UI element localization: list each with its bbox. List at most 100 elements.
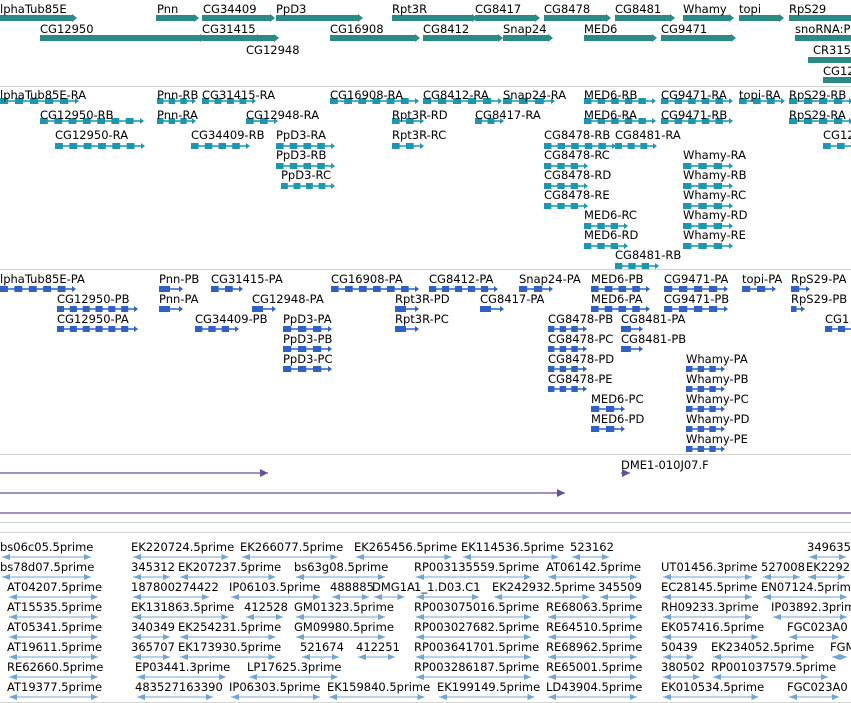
- est-label-at19377-5prime[interactable]: AT19377.5prime: [7, 680, 103, 694]
- gene-label-cg31415[interactable]: CG31415: [202, 22, 256, 36]
- cds-feature-cg8412-pa[interactable]: [429, 286, 498, 292]
- est-label-ek266077-5prime[interactable]: EK266077.5prime: [240, 540, 344, 554]
- est-feature-at19377-5prime[interactable]: [9, 694, 98, 700]
- est-feature-187800274422[interactable]: [133, 594, 209, 600]
- est-label-re65001-5prime[interactable]: RE65001.5prime: [546, 660, 643, 674]
- cds-feature-topi-pa[interactable]: [742, 286, 776, 292]
- est-label-523162[interactable]: 523162: [570, 540, 614, 554]
- cds-label-rpt3r-pc[interactable]: Rpt3R-PC: [395, 312, 449, 326]
- est-label-349635[interactable]: 349635: [807, 540, 851, 554]
- transcript-feature-rpt3r-rc[interactable]: [392, 143, 424, 149]
- est-label-at04207-5prime[interactable]: AT04207.5prime: [7, 580, 103, 594]
- est-feature-en07124-5prime[interactable]: [763, 594, 847, 600]
- transcript-label-lphatub85e-ra[interactable]: lphaTub85E-RA: [0, 88, 87, 102]
- transcript-label-cg8481-rb[interactable]: CG8481-RB: [615, 248, 682, 262]
- cds-feature-rps29-pb[interactable]: [791, 306, 805, 312]
- transcript-label-rps29-rb[interactable]: RpS29-RB: [789, 88, 847, 102]
- cds-label-cg12948-pa[interactable]: CG12948-PA: [252, 292, 324, 306]
- gene-feature-cg8478[interactable]: [544, 14, 611, 22]
- gene-label-topi[interactable]: topi: [739, 2, 762, 16]
- transcript-label-med6-rd[interactable]: MED6-RD: [584, 228, 639, 242]
- transcript-feature-topi-ra[interactable]: [739, 98, 785, 104]
- est-feature-ek266077-5prime[interactable]: [242, 554, 338, 560]
- gene-label-cg12[interactable]: CG12: [823, 64, 851, 78]
- cds-label-cg16908-pa[interactable]: CG16908-PA: [331, 272, 403, 286]
- transcript-feature-cg8478-rc[interactable]: [544, 163, 588, 169]
- gene-feature-lphatub85e[interactable]: [0, 14, 77, 22]
- gene-feature-snap24[interactable]: [503, 34, 553, 42]
- transcript-label-cg8478-rc[interactable]: CG8478-RC: [544, 148, 610, 162]
- est-feature-ek199149-5prime[interactable]: [439, 694, 535, 700]
- est-label-fgm[interactable]: FGM: [830, 640, 851, 654]
- cds-label-snap24-pa[interactable]: Snap24-PA: [519, 272, 581, 286]
- est-label-340349[interactable]: 340349: [131, 620, 175, 634]
- transcript-feature-pnn-ra[interactable]: [157, 118, 196, 124]
- est-label-gm09980-5prime[interactable]: GM09980.5prime: [294, 620, 394, 634]
- est-feature-at15535-5prime[interactable]: [9, 614, 98, 620]
- cds-feature-med6-pc[interactable]: [591, 406, 625, 412]
- cds-feature-snap24-pa[interactable]: [519, 286, 553, 292]
- est-label-ek199149-5prime[interactable]: EK199149.5prime: [437, 680, 541, 694]
- transcript-feature-cg31415-ra[interactable]: [202, 98, 256, 104]
- gene-label-cg8412[interactable]: CG8412: [423, 22, 470, 36]
- cds-feature-cg34409-pb[interactable]: [195, 326, 239, 332]
- gene-label-ppd3[interactable]: PpD3: [276, 2, 307, 16]
- gene-feature-cg8412[interactable]: [423, 34, 503, 42]
- transcript-feature-cg9471-rb[interactable]: [661, 118, 733, 124]
- gene-feature-topi[interactable]: [739, 14, 784, 22]
- transcript-feature-med6-rd[interactable]: [584, 243, 628, 249]
- transcript-feature-cg16908-ra[interactable]: [330, 98, 419, 104]
- gene-label-cg34409[interactable]: CG34409: [203, 2, 257, 16]
- gene-label-rps29[interactable]: RpS29: [789, 2, 827, 16]
- est-label-rh09233-3prime[interactable]: RH09233.3prime: [661, 600, 759, 614]
- est-label-ek010534-5prime[interactable]: EK010534.5prime: [661, 680, 765, 694]
- est-label-bs78d07-5prime[interactable]: bs78d07.5prime: [0, 560, 95, 574]
- transcript-feature-cg34409-rb[interactable]: [191, 143, 250, 149]
- est-label-365707[interactable]: 365707: [131, 640, 175, 654]
- est-feature-ip06103-5prime[interactable]: [231, 594, 320, 600]
- est-feature-bs78d07-5prime[interactable]: [2, 574, 91, 580]
- est-feature-re64510-5prime[interactable]: [548, 634, 637, 640]
- cds-label-ppd3-pc[interactable]: PpD3-PC: [283, 352, 333, 366]
- est-feature-412251[interactable]: [358, 654, 395, 660]
- transcript-label-cg8481-ra[interactable]: CG8481-RA: [615, 128, 681, 142]
- est-feature-488885[interactable]: [332, 594, 369, 600]
- gene-feature-rpt3r[interactable]: [392, 14, 477, 22]
- est-feature-527008[interactable]: [763, 574, 800, 580]
- cds-feature-cg8478-pb[interactable]: [548, 326, 587, 332]
- est-feature-rp003135559-5prime[interactable]: [416, 574, 531, 580]
- cds-label-rps29-pa[interactable]: RpS29-PA: [791, 272, 847, 286]
- transcript-feature-cg9471-ra[interactable]: [661, 98, 733, 104]
- est-feature-483527163390[interactable]: [137, 694, 213, 700]
- cds-feature-rpt3r-pd[interactable]: [395, 306, 419, 312]
- est-feature-bs06c05-5prime[interactable]: [2, 554, 91, 560]
- est-label-rp003286187-5prime[interactable]: RP003286187.5prime: [414, 660, 540, 674]
- cds-label-cg8481-pb[interactable]: CG8481-PB: [621, 332, 687, 346]
- transcript-feature-cg8481-ra[interactable]: [615, 143, 657, 149]
- cds-label-cg8417-pa[interactable]: CG8417-PA: [480, 292, 545, 306]
- est-feature-re68063-5prime[interactable]: [548, 614, 637, 620]
- est-feature-rh09233-3prime[interactable]: [663, 614, 752, 620]
- transcript-feature-cg12950-rb[interactable]: [40, 118, 144, 124]
- gene-feature-cg34409[interactable]: [202, 14, 275, 22]
- cds-label-ppd3-pb[interactable]: PpD3-PB: [283, 332, 333, 346]
- cds-label-med6-pd[interactable]: MED6-PD: [591, 412, 645, 426]
- cds-label-cg8478-pc[interactable]: CG8478-PC: [548, 332, 614, 346]
- transcript-label-snap24-ra[interactable]: Snap24-RA: [503, 88, 567, 102]
- cds-feature-cg12950-pb[interactable]: [57, 306, 138, 312]
- est-feature-ek173930-5prime[interactable]: [180, 654, 276, 660]
- cds-feature-cg9471-pb[interactable]: [664, 306, 728, 312]
- est-label-345312[interactable]: 345312: [131, 560, 175, 574]
- cds-label-med6-pa[interactable]: MED6-PA: [591, 292, 643, 306]
- est-feature-365707[interactable]: [133, 654, 170, 660]
- gene-label-cg9471[interactable]: CG9471: [661, 22, 708, 36]
- cds-feature-cg16908-pa[interactable]: [331, 286, 419, 292]
- gene-feature-pnn[interactable]: [156, 14, 199, 22]
- transcript-label-med6-ra[interactable]: MED6-RA: [584, 108, 637, 122]
- est-feature-50439[interactable]: [663, 654, 694, 660]
- est-feature-rp003075016-5prime[interactable]: [416, 614, 531, 620]
- cds-label-cg31415-pa[interactable]: CG31415-PA: [211, 272, 283, 286]
- transcript-feature-cg8412-ra[interactable]: [423, 98, 502, 104]
- cds-feature-cg12950-pa[interactable]: [57, 326, 138, 332]
- cds-feature-med6-pa[interactable]: [591, 306, 650, 312]
